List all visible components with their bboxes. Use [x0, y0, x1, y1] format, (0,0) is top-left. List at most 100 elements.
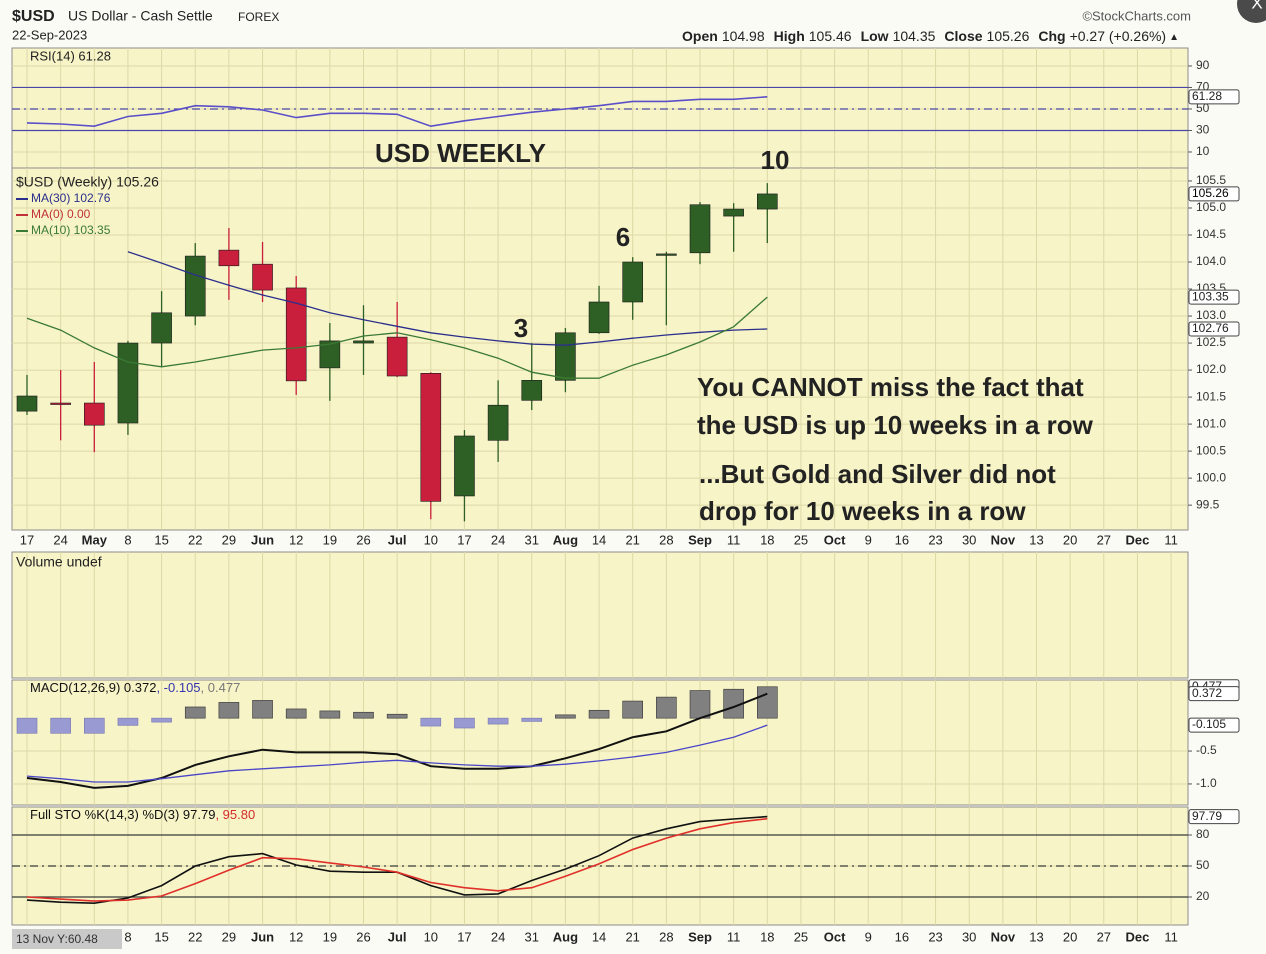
x-tick-label: 31 — [525, 929, 539, 944]
x-tick-label: 25 — [794, 929, 808, 944]
x-tick-label: 12 — [289, 532, 303, 547]
series-line — [26, 96, 768, 128]
value-badge-label: 0.372 — [1192, 686, 1222, 700]
quote-value: 105.46 — [809, 28, 852, 44]
x-tick-label: 8 — [124, 532, 131, 547]
candle-body — [151, 312, 172, 344]
x-tick-label: 28 — [659, 929, 673, 944]
close-button-label[interactable]: X — [1251, 0, 1262, 12]
candle-body — [487, 404, 509, 441]
annotation: 6 — [616, 222, 630, 252]
candle-body — [555, 332, 576, 381]
x-tick-label: 26 — [356, 929, 370, 944]
close-button-circle[interactable] — [1237, 0, 1266, 23]
x-tick-label: 15 — [154, 532, 168, 547]
legend-entry: MA(10) 103.35 — [31, 223, 111, 237]
histogram-bar — [218, 702, 240, 719]
x-tick-label: 13 — [1029, 532, 1043, 547]
x-tick-label: 16 — [895, 532, 909, 547]
x-tick-label: 30 — [962, 929, 976, 944]
histogram-bar — [16, 717, 38, 734]
y-tick-label: 10 — [1196, 144, 1210, 158]
y-tick-label: 101.5 — [1196, 389, 1226, 403]
y-tick-label: 101.0 — [1196, 416, 1226, 430]
x-tick-label: Dec — [1126, 929, 1150, 944]
panel-background — [11, 679, 1189, 806]
y-tick-label: -0.5 — [1196, 743, 1217, 757]
x-tick-label: 19 — [323, 532, 337, 547]
annotation: the USD is up 10 weeks in a row — [697, 410, 1094, 440]
y-tick-label: 99.5 — [1196, 497, 1220, 511]
histogram-bar — [285, 708, 307, 719]
x-tick-label: Oct — [824, 532, 846, 547]
quote-label: Low — [861, 28, 889, 44]
credit: ©StockCharts.com — [1082, 8, 1191, 23]
x-tick-label: 16 — [895, 929, 909, 944]
legend-entry: , 95.80 — [215, 807, 255, 822]
x-tick-label: 24 — [491, 532, 505, 547]
exchange: FOREX — [238, 10, 279, 24]
value-badge — [1188, 186, 1240, 202]
candle-body — [622, 261, 644, 303]
candle-body — [184, 255, 206, 317]
x-tick-label: 27 — [1097, 532, 1111, 547]
x-tick-label: Oct — [824, 929, 846, 944]
legend: MACD(12,26,9) 0.372, -0.105, 0.477 — [30, 680, 240, 695]
x-tick-label: 29 — [222, 929, 236, 944]
date: 22-Sep-2023 — [12, 27, 87, 42]
x-tick-label: 24 — [491, 929, 505, 944]
x-tick-label: 12 — [289, 929, 303, 944]
panel-background — [11, 47, 1189, 169]
x-tick-label: 15 — [154, 929, 168, 944]
quote-label: Open — [682, 28, 718, 44]
x-tick-label: Jun — [251, 929, 274, 944]
y-tick-label: 102.5 — [1196, 335, 1226, 349]
x-tick-label: 26 — [356, 532, 370, 547]
legend-entry: Full STO %K(14,3) %D(3) 97.79 — [30, 807, 215, 822]
series-line — [26, 817, 768, 902]
x-tick-label: 8 — [124, 929, 131, 944]
y-tick-label: 50 — [1196, 858, 1210, 872]
candle-body — [84, 402, 105, 426]
candle-body — [386, 336, 408, 377]
candle-body — [723, 208, 744, 217]
panel: 80 50 20 97.79 Full STO %K(14,3) %D(3) 97.79… — [11, 806, 1240, 926]
close-button[interactable]: X — [1237, 0, 1266, 23]
candle-body — [252, 263, 273, 291]
x-tick-label: 17 — [457, 929, 471, 944]
annotation: ...But Gold and Silver did not — [699, 459, 1056, 489]
y-tick-label: 90 — [1196, 58, 1210, 72]
quote-label: Close — [944, 28, 982, 44]
candle-body — [50, 402, 71, 405]
x-tick-label: 18 — [760, 929, 774, 944]
value-badge-label: 102.76 — [1192, 321, 1229, 335]
x-tick-label: 21 — [625, 532, 639, 547]
x-tick-label: 10 — [424, 532, 438, 547]
panel: 105.5105.0104.5104.0103.5103.0102.5102.0… — [11, 138, 1240, 547]
x-tick-label: 18 — [760, 532, 774, 547]
annotation: 3 — [514, 313, 528, 343]
value-badge — [1188, 321, 1240, 337]
value-badge-label: -0.105 — [1192, 717, 1226, 731]
legend-title: $USD (Weekly) 105.26 — [16, 174, 159, 190]
legend-title: RSI(14) 61.28 — [30, 48, 111, 63]
histogram-bar — [656, 696, 677, 719]
x-tick-label: 19 — [323, 929, 337, 944]
x-tick-label: 24 — [53, 532, 67, 547]
x-tick-label: 31 — [525, 532, 539, 547]
change-arrow: ▲ — [1169, 32, 1179, 43]
value-badge — [1188, 289, 1240, 305]
annotation: USD WEEKLY — [375, 138, 546, 168]
series-line — [26, 724, 768, 783]
annotation: 10 — [761, 145, 790, 175]
y-tick-label: -1.0 — [1196, 776, 1217, 790]
quote-value: 104.35 — [893, 28, 936, 44]
x-tick-label: 22 — [188, 929, 202, 944]
x-tick-label: Dec — [1126, 532, 1150, 547]
candle-body — [353, 340, 374, 344]
x-tick-label: 20 — [1063, 929, 1077, 944]
symbol: $USD — [12, 8, 55, 25]
quote: Open 104.98 High 105.46 Low 104.35 Close 105.26… — [682, 28, 1179, 44]
